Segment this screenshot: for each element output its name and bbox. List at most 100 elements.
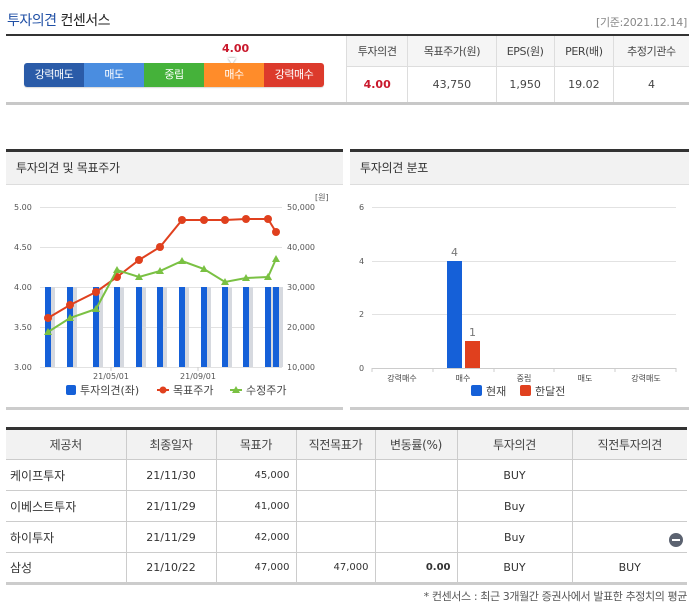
y-tick: 6 (359, 203, 364, 212)
prev-target (295, 459, 375, 491)
col-opinion: 투자의견 (456, 427, 572, 460)
bar-month-ago-buy (465, 341, 480, 368)
prev-target: 47,000 (295, 552, 375, 585)
x-category: 강력매도 (631, 373, 660, 383)
date: 21/11/29 (125, 490, 216, 522)
consensus-summary-table: 투자의견 목표주가(원) EPS(원) PER(배) 추정기관수 4.00 43… (345, 36, 689, 102)
adjusted-price-markers (44, 255, 280, 335)
opinion-target-chart-panel: 투자의견 및 목표주가 5.00 4.50 4.00 3.50 3.00 50,… (6, 149, 343, 410)
table-row: 삼성 21/10/22 47,000 47,000 0.00 BUY BUY (6, 552, 687, 585)
data-label-current: 4 (451, 246, 458, 259)
y-left-tick: 4.50 (14, 243, 32, 252)
col-change: 변동률(%) (374, 427, 457, 460)
legend-opinion-icon (66, 385, 76, 395)
col-date: 최종일자 (125, 427, 216, 460)
col-prev-target: 직전목표가 (295, 427, 375, 460)
broker-opinion-table: 제공처 최종일자 목표가 직전목표가 변동률(%) 투자의견 직전투자의견 케이… (6, 427, 687, 585)
table-row: 이베스트투자 21/11/29 41,000 Buy (6, 490, 687, 522)
gauge-strong-sell: 강력매도 (24, 63, 84, 87)
col-provider: 제공처 (6, 427, 126, 460)
legend-current: 현재 (486, 385, 506, 398)
prev-opinion: BUY (571, 552, 687, 585)
eps-value: 1,950 (495, 66, 555, 102)
x-tick: 21/09/01 (180, 372, 216, 381)
y-tick: 4 (359, 257, 364, 266)
change (374, 459, 457, 491)
y-left-tick: 3.00 (14, 363, 32, 372)
target: 47,000 (215, 552, 296, 585)
legend-month-ago-icon (520, 385, 531, 396)
y-right-tick: 10,000 (287, 363, 315, 372)
target: 45,000 (215, 459, 296, 491)
opinion: Buy (456, 521, 572, 553)
y-right-tick: 30,000 (287, 283, 315, 292)
legend-opinion: 투자의견(좌) (80, 384, 139, 397)
provider: 이베스트투자 (6, 490, 126, 522)
prev-opinion (571, 459, 687, 491)
bar-current-buy (447, 261, 462, 368)
y-tick: 0 (359, 364, 364, 373)
opinion-target-chart: 5.00 4.50 4.00 3.50 3.00 50,000 40,000 3… (14, 193, 329, 397)
date: 21/11/29 (125, 521, 216, 553)
title-primary: 투자의견 (7, 13, 57, 29)
col-per: PER(배) (553, 36, 614, 67)
legend-target: 목표주가 (173, 384, 213, 397)
table-row: 케이프투자 21/11/30 45,000 BUY (6, 459, 687, 491)
prev-target (295, 521, 375, 553)
gauge-sell: 매도 (84, 63, 144, 87)
legend-adjusted-icon (232, 386, 240, 393)
opinion-bars (45, 287, 283, 367)
prev-opinion (571, 490, 687, 522)
prev-opinion (571, 521, 687, 553)
provider: 삼성 (6, 552, 126, 585)
x-category: 중립 (517, 374, 532, 383)
col-analyst-count: 추정기관수 (612, 36, 689, 67)
opinion: BUY (456, 552, 572, 585)
legend-adjusted: 수정주가 (246, 384, 286, 397)
title-secondary: 컨센서스 (60, 13, 111, 29)
provider: 케이프투자 (6, 459, 126, 491)
x-category: 매수 (456, 374, 471, 383)
page-title: 투자의견 컨센서스 (7, 10, 111, 30)
table-row: 하이투자 21/11/29 42,000 Buy (6, 521, 687, 553)
y-right-tick: 50,000 (287, 203, 315, 212)
change (374, 521, 457, 553)
divider (6, 102, 689, 105)
date: 21/11/30 (125, 459, 216, 491)
y-right-tick: 20,000 (287, 323, 315, 332)
opinion-value: 4.00 (345, 66, 408, 102)
target-price-markers (44, 215, 280, 322)
basis-date: [기준:2021.12.14] (595, 16, 687, 29)
data-label-month-ago: 1 (469, 326, 476, 339)
y-left-tick: 5.00 (14, 203, 32, 212)
x-category: 매도 (578, 374, 593, 383)
analyst-count-value: 4 (612, 66, 689, 102)
footnote: * 컨센서스 : 최근 3개월간 증권사에서 발표한 추정치의 평균 (423, 590, 688, 603)
y-left-tick: 4.00 (14, 283, 32, 292)
y-right-tick: 40,000 (287, 243, 315, 252)
legend-month-ago: 한달전 (535, 385, 565, 398)
collapse-minus-icon[interactable] (669, 533, 683, 547)
panel-title: 투자의견 및 목표주가 (6, 152, 343, 185)
date: 21/10/22 (125, 552, 216, 585)
target: 42,000 (215, 521, 296, 553)
target-price-value: 43,750 (407, 66, 497, 102)
gauge-buy: 매수 (204, 63, 264, 87)
col-prev-opinion: 직전투자의견 (571, 427, 687, 460)
col-opinion: 투자의견 (345, 36, 408, 67)
gauge-pointer-icon (228, 58, 236, 64)
legend-current-icon (471, 385, 482, 396)
provider: 하이투자 (6, 521, 126, 553)
panel-title: 투자의견 분포 (350, 152, 689, 185)
col-eps: EPS(원) (495, 36, 555, 67)
y-left-tick: 3.50 (14, 323, 32, 332)
gauge-hold: 중립 (144, 63, 204, 87)
gauge-value: 4.00 (222, 42, 250, 55)
per-value: 19.02 (553, 66, 614, 102)
target: 41,000 (215, 490, 296, 522)
divider (6, 34, 689, 36)
opinion: Buy (456, 490, 572, 522)
x-tick: 21/05/01 (93, 372, 129, 381)
gauge-strong-buy: 강력매수 (264, 63, 324, 87)
y-tick: 2 (359, 310, 364, 319)
